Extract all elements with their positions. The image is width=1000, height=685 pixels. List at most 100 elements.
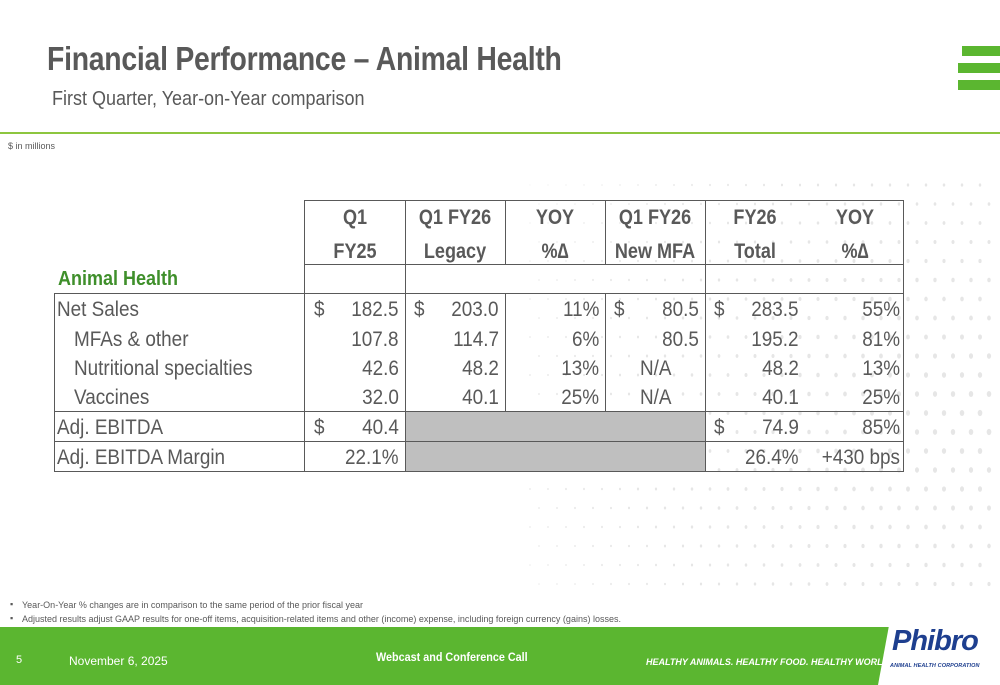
decorative-dot bbox=[655, 184, 657, 186]
decorative-dot bbox=[699, 392, 703, 396]
decorative-dot bbox=[709, 183, 711, 187]
decorative-dot bbox=[592, 544, 594, 548]
brand-name: Phibro bbox=[892, 625, 979, 657]
decorative-dot bbox=[771, 202, 775, 206]
decorative-dot bbox=[861, 277, 865, 283]
decorative-dot bbox=[574, 203, 576, 205]
decorative-dot bbox=[736, 202, 738, 206]
brand-tagline: ANIMAL HEALTH CORPORATION bbox=[890, 663, 980, 669]
decorative-dot bbox=[556, 241, 558, 243]
decorative-dot bbox=[807, 544, 811, 548]
decorative-dot bbox=[969, 202, 973, 206]
decorative-dot bbox=[718, 202, 720, 206]
decorative-dot bbox=[628, 240, 630, 244]
decorative-dot bbox=[825, 582, 829, 586]
footer-tagline: HEALTHY ANIMALS. HEALTHY FOOD. HEALTHY W… bbox=[646, 657, 899, 667]
decorative-dot bbox=[556, 392, 558, 396]
decorative-dot bbox=[915, 581, 919, 587]
decorative-dot bbox=[690, 563, 694, 567]
decorative-dot bbox=[951, 277, 955, 283]
decorative-dot bbox=[879, 543, 883, 549]
column-header: Q1 bbox=[342, 206, 368, 229]
decorative-dot bbox=[610, 316, 612, 320]
decorative-dot bbox=[744, 373, 748, 377]
decorative-dot bbox=[753, 278, 757, 282]
decorative-dot bbox=[664, 582, 666, 586]
brand-logo: Phibro ANIMAL HEALTH CORPORATION bbox=[878, 619, 1000, 685]
decorative-dot bbox=[771, 391, 775, 397]
decorative-dot bbox=[654, 373, 658, 377]
decorative-dot bbox=[789, 505, 793, 511]
decorative-dot bbox=[717, 316, 721, 320]
decorative-dot bbox=[987, 543, 991, 549]
value-legacy: 203.0 bbox=[451, 298, 499, 321]
decorative-dot bbox=[717, 392, 721, 396]
decorative-dot bbox=[843, 240, 847, 244]
table-line bbox=[54, 293, 55, 472]
decorative-dot bbox=[735, 544, 739, 548]
decorative-dot bbox=[941, 410, 947, 416]
decorative-dot bbox=[762, 563, 766, 567]
decorative-dot bbox=[610, 240, 612, 244]
decorative-dot bbox=[807, 429, 811, 435]
decorative-dot bbox=[529, 564, 531, 566]
decorative-dot bbox=[654, 525, 658, 529]
decorative-dot bbox=[789, 353, 793, 359]
decorative-dot bbox=[969, 505, 973, 511]
value-new-mfa: 80.5 bbox=[662, 328, 699, 351]
decorative-dot bbox=[619, 297, 621, 301]
decorative-dot bbox=[726, 525, 730, 529]
decorative-dot bbox=[987, 202, 991, 206]
decorative-dot bbox=[905, 372, 911, 378]
decorative-dot bbox=[915, 277, 919, 283]
decorative-dot bbox=[959, 409, 965, 417]
decorative-dot bbox=[888, 562, 892, 568]
decorative-dot bbox=[735, 316, 739, 320]
decorative-dot bbox=[699, 506, 703, 510]
decorative-dot bbox=[583, 297, 585, 301]
decorative-dot bbox=[789, 315, 793, 321]
decorative-dot bbox=[690, 373, 694, 377]
decorative-dot bbox=[932, 391, 938, 397]
decorative-dot bbox=[897, 277, 901, 283]
table-line bbox=[54, 471, 904, 472]
decorative-dot bbox=[592, 241, 594, 243]
decorative-dot bbox=[708, 449, 712, 453]
decorative-dot bbox=[673, 221, 675, 225]
page-number: 5 bbox=[16, 654, 23, 666]
table-line bbox=[54, 441, 904, 442]
decorative-dot bbox=[807, 315, 811, 321]
decorative-dot bbox=[583, 525, 585, 529]
decorative-dot bbox=[798, 221, 802, 225]
decorative-dot bbox=[726, 563, 730, 567]
decorative-dot bbox=[942, 334, 946, 340]
decorative-dot bbox=[717, 544, 721, 548]
decorative-dot bbox=[681, 278, 685, 282]
decorative-dot bbox=[708, 259, 712, 263]
decorative-dot bbox=[637, 563, 639, 567]
decorative-dot bbox=[951, 239, 955, 245]
decorative-dot bbox=[565, 260, 567, 262]
decorative-dot bbox=[807, 202, 811, 206]
table-line bbox=[304, 264, 904, 265]
decorative-dot bbox=[924, 221, 928, 225]
decorative-dot bbox=[699, 582, 703, 586]
decorative-dot bbox=[529, 336, 531, 338]
decorative-dot bbox=[699, 544, 703, 548]
decorative-dot bbox=[628, 278, 630, 282]
decorative-dot bbox=[708, 297, 712, 301]
decorative-dot bbox=[897, 315, 901, 321]
decorative-dot bbox=[816, 524, 820, 530]
decorative-dot bbox=[914, 467, 920, 473]
row-label: Vaccines bbox=[74, 386, 150, 409]
decorative-dot bbox=[932, 467, 938, 473]
decorative-dot bbox=[834, 296, 838, 302]
decorative-dot bbox=[924, 486, 928, 492]
decorative-dot bbox=[798, 334, 802, 340]
decorative-dot bbox=[816, 372, 820, 378]
decorative-dot bbox=[556, 354, 558, 358]
decorative-dot bbox=[538, 241, 540, 243]
table-line bbox=[505, 200, 506, 264]
decorative-dot bbox=[924, 562, 928, 568]
decorative-dot bbox=[888, 372, 892, 378]
